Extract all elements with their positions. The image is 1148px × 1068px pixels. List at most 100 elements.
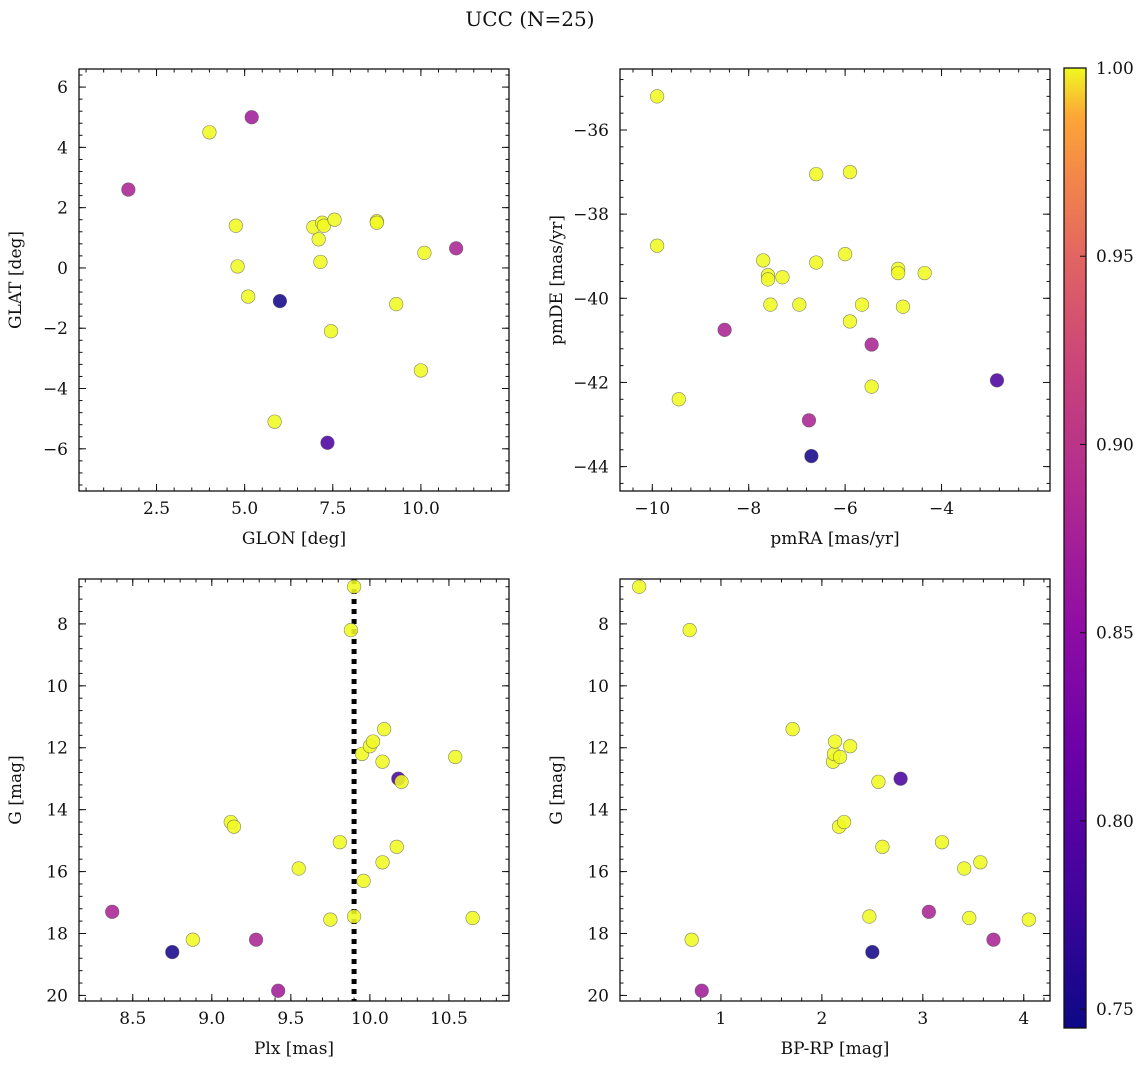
y-tick-label: 16 [46, 863, 68, 883]
y-axis-label: pmDE [mas/yr] [547, 215, 567, 345]
data-point [785, 722, 800, 737]
data-point [871, 774, 886, 789]
y-tick-label: −40 [573, 289, 609, 309]
y-tick-label: 0 [57, 259, 68, 279]
x-tick-label: 10.5 [430, 1009, 468, 1029]
colorbar-tick-label: 0.85 [1096, 624, 1134, 644]
data-point [244, 110, 259, 125]
data-point [228, 218, 243, 233]
y-tick-label: 14 [46, 801, 68, 821]
data-point [934, 835, 950, 850]
y-tick-label: 18 [587, 925, 609, 945]
y-tick-label: 12 [46, 739, 68, 759]
data-point [973, 855, 988, 870]
colorbar-tick-label: 1.00 [1096, 59, 1134, 79]
data-point [375, 855, 390, 870]
y-axis-label: G [mag] [6, 755, 26, 824]
data-point [986, 932, 1001, 947]
data-point [375, 754, 390, 769]
y-tick-label: −44 [573, 458, 609, 478]
data-point [465, 910, 480, 926]
x-tick-label: 1 [716, 1009, 727, 1029]
y-tick-label: −38 [573, 205, 609, 225]
data-point [320, 435, 335, 450]
x-axis-label: pmRA [mas/yr] [770, 529, 899, 549]
data-point [389, 297, 404, 312]
data-point [862, 909, 877, 924]
data-point [804, 448, 819, 464]
y-tick-label: 16 [587, 863, 609, 883]
data-point [717, 322, 732, 337]
data-point [809, 167, 824, 182]
y-tick-label: −6 [43, 440, 68, 460]
data-point [316, 218, 332, 233]
data-point [332, 835, 347, 850]
data-point [327, 212, 342, 227]
y-tick-label: 10 [46, 677, 68, 697]
data-point [792, 297, 807, 312]
x-tick-label: 2.5 [143, 499, 170, 519]
data-point [682, 622, 697, 638]
x-tick-label: 2 [816, 1009, 827, 1029]
data-point [448, 749, 463, 765]
data-point [346, 909, 362, 924]
y-tick-label: 18 [46, 925, 68, 945]
colorbar-tick-label: 0.75 [1096, 1000, 1134, 1020]
x-axis-label: GLON [deg] [242, 529, 346, 549]
x-tick-label: 9.5 [277, 1009, 304, 1029]
data-point [801, 413, 817, 428]
data-point [962, 910, 977, 926]
data-point [763, 297, 778, 312]
data-point [842, 314, 858, 329]
data-point [165, 944, 180, 960]
data-point [369, 215, 384, 230]
data-point [836, 814, 852, 830]
x-tick-label: 9.0 [198, 1009, 225, 1029]
axes-frame [619, 68, 1051, 492]
x-tick-label: −10 [634, 499, 670, 519]
y-tick-label: −4 [43, 380, 68, 400]
colorbar-gradient [1063, 67, 1087, 1029]
data-point [377, 722, 392, 737]
data-point [864, 379, 879, 394]
x-tick-label: −8 [736, 499, 761, 519]
data-point [865, 944, 880, 960]
y-tick-label: −42 [573, 373, 609, 393]
data-point [343, 622, 359, 638]
y-axis-label: GLAT [deg] [6, 231, 26, 329]
axes-frame [619, 578, 1051, 1002]
data-point [895, 299, 911, 314]
y-tick-label: 20 [46, 986, 68, 1006]
data-point [827, 734, 843, 749]
axes-frame [78, 578, 510, 1002]
data-point [1021, 912, 1036, 927]
data-point [313, 254, 328, 270]
data-point [917, 265, 932, 281]
x-tick-label: 10.0 [402, 499, 440, 519]
panel-plx-g: 8.5 9.0 9.5 10.0 10.5 8 10 12 14 16 18 20 Plx [mas] G… [6, 578, 510, 1059]
data-point [202, 125, 217, 140]
data-point [891, 265, 906, 281]
y-tick-label: −36 [573, 121, 609, 141]
x-tick-label: 3 [917, 1009, 928, 1029]
data-point [449, 241, 464, 256]
data-point [272, 294, 288, 309]
y-tick-label: −2 [43, 319, 68, 339]
data-point [323, 912, 338, 927]
x-tick-label: 8.5 [119, 1009, 146, 1029]
data-point [417, 245, 432, 260]
y-tick-label: 10 [587, 677, 609, 697]
data-point [684, 932, 699, 947]
data-point [365, 734, 381, 749]
data-point [842, 164, 858, 180]
panel-pmra-pmde: −10 −8 −6 −4 −44 −42 −40 −38 −36 pmRA [mas/yr] pmD… [547, 68, 1051, 549]
x-axis-label: BP-RP [mag] [781, 1039, 890, 1059]
data-point [226, 819, 242, 834]
data-point [809, 255, 824, 270]
data-point [394, 774, 409, 789]
y-tick-label: 12 [587, 739, 609, 759]
y-tick-label: 20 [587, 986, 609, 1006]
data-point [230, 259, 245, 274]
data-point [854, 297, 870, 312]
